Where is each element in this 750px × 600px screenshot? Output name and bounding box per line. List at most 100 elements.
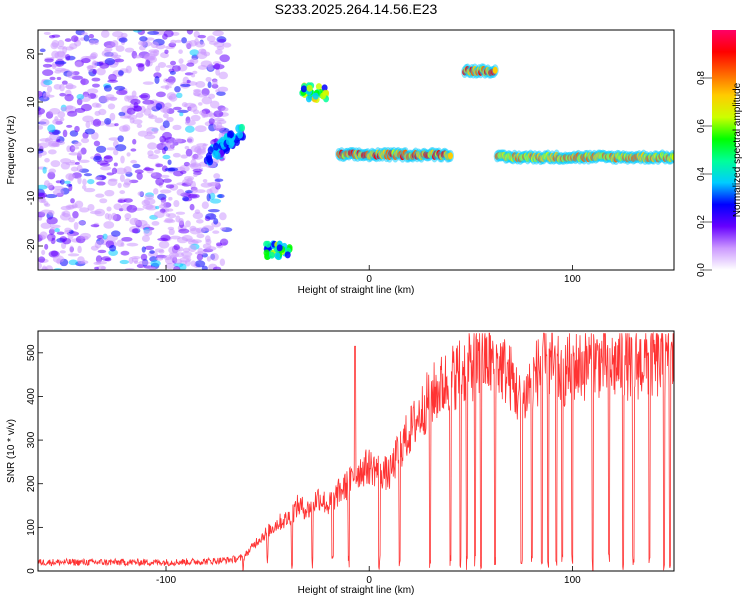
heatmap-cell	[123, 198, 133, 203]
heatmap-cell	[44, 203, 51, 207]
heatmap-cell	[237, 130, 244, 139]
heatmap-cell	[194, 125, 207, 133]
heatmap-cell	[60, 205, 72, 211]
heatmap-cell	[176, 236, 189, 244]
heatmap-cell	[107, 103, 116, 110]
heatmap-cell	[70, 166, 79, 172]
heatmap-cell	[180, 83, 191, 87]
heatmap-cell	[94, 266, 99, 270]
heatmap-cell	[200, 60, 213, 68]
heatmap-cell	[150, 41, 160, 49]
heatmap-cell	[96, 145, 107, 153]
heatmap-cell	[167, 159, 172, 165]
heatmap-cell	[73, 221, 79, 230]
heatmap-cell	[77, 176, 82, 185]
heatmap-cell	[160, 107, 169, 113]
heatmap-cell	[141, 246, 146, 253]
heatmap-cell	[49, 133, 60, 141]
snr-y-label: SNR (10 * v/v)	[6, 419, 17, 483]
heatmap-cell	[182, 196, 190, 202]
heatmap-cell	[164, 49, 169, 54]
heatmap-cell	[39, 48, 46, 53]
heatmap-cell	[49, 76, 56, 81]
heatmap-cell	[131, 255, 141, 260]
heatmap-cell	[215, 49, 223, 55]
heatmap-cell	[44, 158, 50, 163]
heatmap-cell	[101, 256, 111, 261]
heatmap-cell	[84, 128, 96, 135]
snr-x-label: Height of straight line (km)	[298, 585, 415, 596]
heatmap-cell	[142, 99, 155, 105]
heatmap-cell	[175, 39, 182, 43]
heatmap-cell	[111, 230, 121, 237]
heatmap-cell	[108, 249, 119, 257]
heatmap-cell	[52, 185, 65, 191]
heatmap-cell	[66, 183, 73, 187]
heatmap-cell	[47, 171, 56, 180]
heatmap-cell	[120, 155, 125, 164]
heatmap-cell	[106, 206, 112, 212]
heatmap-cell	[111, 167, 118, 175]
chart-title: S233.2025.264.14.56.E23	[275, 1, 438, 17]
heatmap-cell	[191, 239, 202, 244]
heatmap-cell	[222, 42, 232, 48]
heatmap-cell	[124, 95, 130, 102]
y-tick-label: 500	[26, 344, 37, 361]
heatmap-cell	[142, 167, 155, 171]
heatmap-cell	[53, 83, 62, 90]
heatmap-cell	[77, 150, 83, 157]
heatmap-cell	[77, 256, 85, 265]
heatmap-cell	[54, 228, 60, 233]
heatmap-cell	[315, 83, 322, 91]
heatmap-cell	[184, 179, 193, 185]
heatmap-cell	[49, 108, 61, 115]
heatmap-cell	[42, 92, 48, 100]
heatmap-cell	[66, 124, 73, 128]
heatmap-cell	[144, 245, 155, 251]
heatmap-cell	[74, 125, 80, 133]
heatmap-cell	[118, 37, 128, 43]
heatmap-cell	[78, 220, 86, 225]
heatmap-cell	[173, 199, 180, 208]
heatmap-cell	[40, 198, 47, 203]
colorbar-gradient	[712, 30, 736, 270]
heatmap-cell	[196, 93, 208, 98]
heatmap-cell	[77, 245, 82, 254]
heatmap-cell	[166, 116, 174, 123]
heatmap-cell	[59, 179, 65, 185]
heatmap-cell	[40, 209, 52, 214]
heatmap-cell	[72, 210, 79, 219]
heatmap-cell	[80, 137, 90, 144]
heatmap-cell	[96, 234, 105, 240]
heatmap-cell	[166, 141, 174, 150]
heatmap-cell	[213, 173, 221, 179]
heatmap-cell	[175, 211, 186, 215]
heatmap-cell	[208, 118, 215, 125]
heatmap-cell	[124, 213, 132, 220]
heatmap-cell	[274, 252, 281, 260]
heatmap-cell	[225, 137, 232, 146]
heatmap-cell	[117, 182, 122, 189]
heatmap-cell	[120, 250, 130, 256]
heatmap-cell	[155, 102, 163, 111]
heatmap-cell	[212, 142, 219, 151]
heatmap-cell	[126, 204, 138, 213]
heatmap-cell	[93, 155, 103, 163]
heatmap-cell	[184, 120, 196, 126]
heatmap-cell	[96, 67, 106, 76]
heatmap-cell	[165, 262, 176, 269]
heatmap-cell	[321, 84, 328, 92]
heatmap-cell	[196, 219, 204, 224]
heatmap-cell	[130, 98, 141, 105]
heatmap-cell	[95, 193, 105, 198]
heatmap-cell	[201, 201, 209, 210]
heatmap-cell	[108, 137, 120, 141]
heatmap-cell	[195, 227, 206, 234]
heatmap-cell	[194, 260, 206, 268]
heatmap-cell	[95, 176, 103, 180]
heatmap-cell	[38, 107, 46, 115]
heatmap-cell	[79, 207, 90, 213]
heatmap-cell	[219, 258, 226, 267]
heatmap-cell	[193, 88, 202, 93]
